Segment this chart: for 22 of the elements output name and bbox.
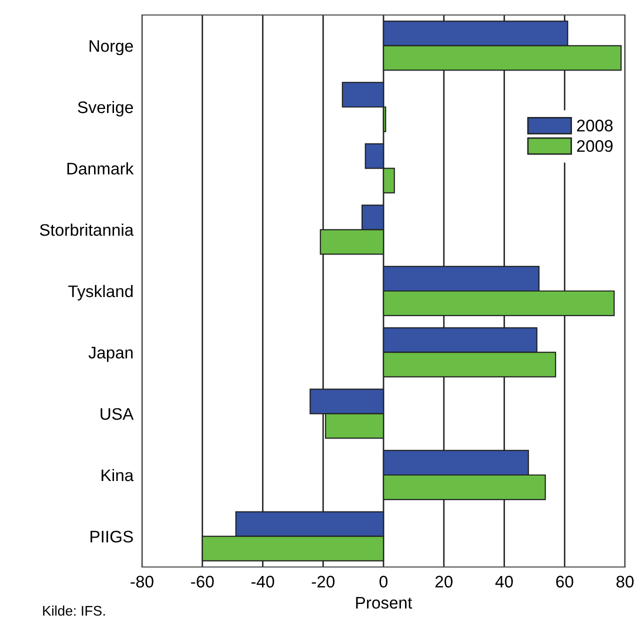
y-tick-label: Tyskland xyxy=(68,284,133,300)
x-tick-label: 20 xyxy=(435,576,452,588)
y-tick-label: Storbritannia xyxy=(40,224,134,236)
y-tick-label: Sverige xyxy=(78,100,133,116)
legend-label: 2009 xyxy=(577,140,613,152)
x-tick-label: -40 xyxy=(251,576,274,588)
y-tick-label: Kina xyxy=(102,468,134,482)
x-tick-label: 40 xyxy=(495,576,513,588)
x-tick-label: 80 xyxy=(616,576,634,588)
x-tick-label: 0 xyxy=(380,576,388,588)
y-tick-label: USA xyxy=(100,408,134,420)
y-tick-label: Japan xyxy=(88,346,133,362)
text: Kilde: IFS. xyxy=(43,606,105,616)
x-tick-label: -80 xyxy=(130,576,154,588)
x-tick-label: 60 xyxy=(556,576,574,588)
x-tick-label: -20 xyxy=(312,576,335,588)
x-axis-title: Prosent xyxy=(356,597,412,609)
y-tick-label: PIIGS xyxy=(90,530,133,543)
x-tick-label: -60 xyxy=(191,576,214,588)
y-tick-label: Danmark xyxy=(67,162,134,175)
y-tick-label: Norge xyxy=(90,40,133,56)
legend-label: 2008 xyxy=(577,120,613,132)
